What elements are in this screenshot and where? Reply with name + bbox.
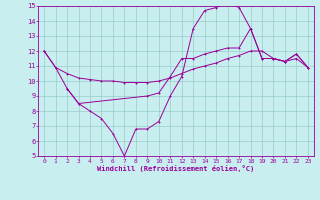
X-axis label: Windchill (Refroidissement éolien,°C): Windchill (Refroidissement éolien,°C) [97, 165, 255, 172]
